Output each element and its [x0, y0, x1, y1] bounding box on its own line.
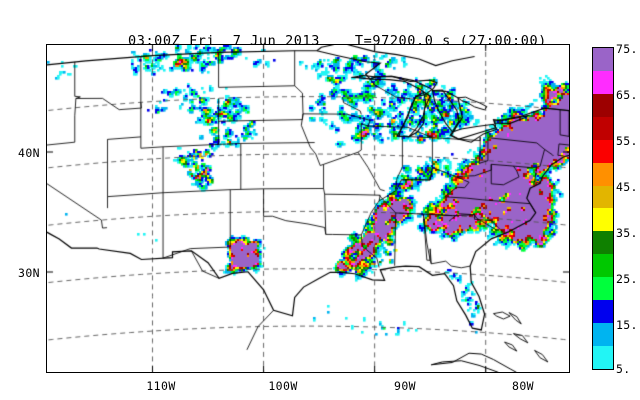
- lat-tick-40n: 40N: [18, 146, 40, 160]
- lat-tick-30n: 30N: [18, 266, 40, 280]
- colorbar-tick-75: 75.: [616, 42, 638, 56]
- colorbar-band-60: [593, 116, 613, 140]
- colorbar-band-55: [593, 139, 613, 163]
- colorbar-band-15: [593, 323, 613, 346]
- colorbar-band-40: [593, 208, 613, 232]
- colorbar-band-10: [593, 345, 613, 369]
- colorbar-band-20: [593, 300, 613, 324]
- lon-tick-100w: 100W: [268, 379, 298, 393]
- colorbar-band-45: [593, 185, 613, 209]
- colorbar-band-25: [593, 277, 613, 301]
- colorbar-band-65: [593, 93, 613, 117]
- colorbar-tick-15: 15.: [616, 318, 638, 332]
- reflectivity-colorbar: [592, 47, 614, 370]
- colorbar-band-30: [593, 254, 613, 278]
- colorbar-band-35: [593, 231, 613, 255]
- colorbar-tick-5: 5.: [616, 362, 631, 376]
- colorbar-tick-65: 65.: [616, 88, 638, 102]
- lon-tick-90w: 90W: [394, 379, 416, 393]
- radar-reflectivity-map: [47, 45, 569, 372]
- lon-tick-80w: 80W: [512, 379, 534, 393]
- map-plot-frame: [46, 44, 570, 373]
- colorbar-band-70: [593, 70, 613, 94]
- colorbar-band-50: [593, 162, 613, 186]
- lon-tick-110w: 110W: [146, 379, 176, 393]
- colorbar-tick-45: 45.: [616, 180, 638, 194]
- colorbar-band-75: [593, 48, 613, 71]
- colorbar-tick-25: 25.: [616, 272, 638, 286]
- colorbar-tick-35: 35.: [616, 226, 638, 240]
- colorbar-tick-55: 55.: [616, 134, 638, 148]
